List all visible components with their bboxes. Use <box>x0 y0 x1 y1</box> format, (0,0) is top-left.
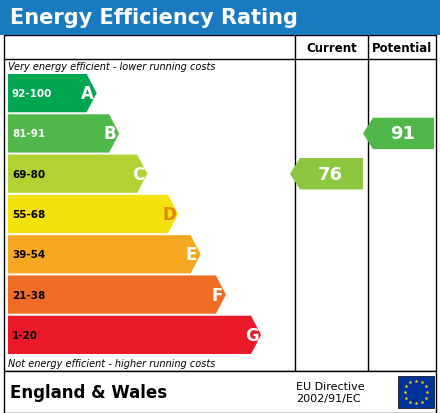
Text: Energy Efficiency Rating: Energy Efficiency Rating <box>10 8 298 28</box>
Text: E: E <box>186 246 197 263</box>
Bar <box>0 0 440 36</box>
Bar <box>4 36 436 371</box>
Polygon shape <box>8 195 178 234</box>
Text: C: C <box>132 165 144 183</box>
Text: Not energy efficient - higher running costs: Not energy efficient - higher running co… <box>8 358 215 369</box>
Text: 21-38: 21-38 <box>12 290 45 300</box>
Text: 2002/91/EC: 2002/91/EC <box>296 393 361 403</box>
Text: 91: 91 <box>390 125 415 143</box>
Text: EU Directive: EU Directive <box>296 381 365 391</box>
Bar <box>4 371 436 413</box>
Bar <box>398 376 434 408</box>
Text: D: D <box>162 206 176 223</box>
Text: 1-20: 1-20 <box>12 330 38 340</box>
Polygon shape <box>8 115 119 153</box>
Text: Current: Current <box>306 41 357 55</box>
Text: Potential: Potential <box>372 41 432 55</box>
Text: 76: 76 <box>318 165 343 183</box>
Polygon shape <box>8 316 261 354</box>
Text: Very energy efficient - lower running costs: Very energy efficient - lower running co… <box>8 62 216 72</box>
Polygon shape <box>8 235 201 274</box>
Polygon shape <box>8 75 97 113</box>
Text: A: A <box>81 85 94 103</box>
Text: England & Wales: England & Wales <box>10 383 167 401</box>
Text: 81-91: 81-91 <box>12 129 45 139</box>
Text: 69-80: 69-80 <box>12 169 45 179</box>
Polygon shape <box>8 155 147 193</box>
Text: G: G <box>245 326 259 344</box>
Text: 92-100: 92-100 <box>12 89 52 99</box>
Text: 39-54: 39-54 <box>12 250 45 260</box>
Text: F: F <box>211 286 223 304</box>
Polygon shape <box>290 159 363 190</box>
Text: 55-68: 55-68 <box>12 209 45 219</box>
Polygon shape <box>8 276 226 314</box>
Polygon shape <box>363 119 434 150</box>
Text: B: B <box>104 125 117 143</box>
